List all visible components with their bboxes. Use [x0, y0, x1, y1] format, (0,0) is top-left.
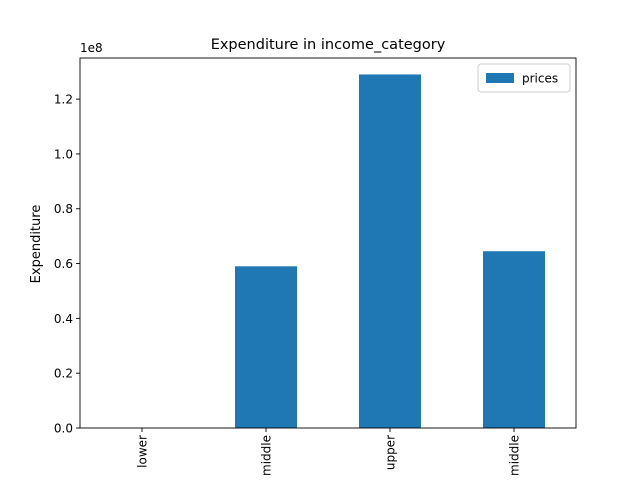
y-tick-label-4: 0.8: [54, 202, 73, 216]
y-tick-label-3: 0.6: [54, 257, 73, 271]
x-tick-label-3: middle: [508, 435, 522, 476]
plot-area: 0.0 0.2 0.4 0.6 0.8 1.0 1.2 lower middle upper mid…: [54, 57, 577, 476]
y-tick-label-0: 0.0: [54, 422, 73, 436]
y-tick-label-6: 1.2: [54, 93, 73, 107]
y-tick-label-2: 0.4: [54, 312, 73, 326]
chart-title: Expenditure in income_category: [211, 37, 446, 53]
legend-swatch: [486, 73, 514, 83]
x-tick-label-0: lower: [136, 435, 150, 468]
bar-3: [359, 74, 421, 428]
y-tick-label-1: 0.2: [54, 367, 73, 381]
y-axis-label: Expenditure: [29, 205, 44, 284]
x-tick-label-1: middle: [260, 435, 274, 476]
legend-box: [477, 63, 571, 93]
x-tick-label-2: upper: [384, 435, 398, 470]
legend-label: prices: [522, 72, 558, 86]
plot-frame: [79, 57, 577, 429]
bar-2: [235, 266, 297, 428]
y-tick-label-5: 1.0: [54, 147, 73, 161]
y-axis-scale-label: 1e8: [80, 41, 103, 55]
bar-4: [483, 251, 545, 428]
